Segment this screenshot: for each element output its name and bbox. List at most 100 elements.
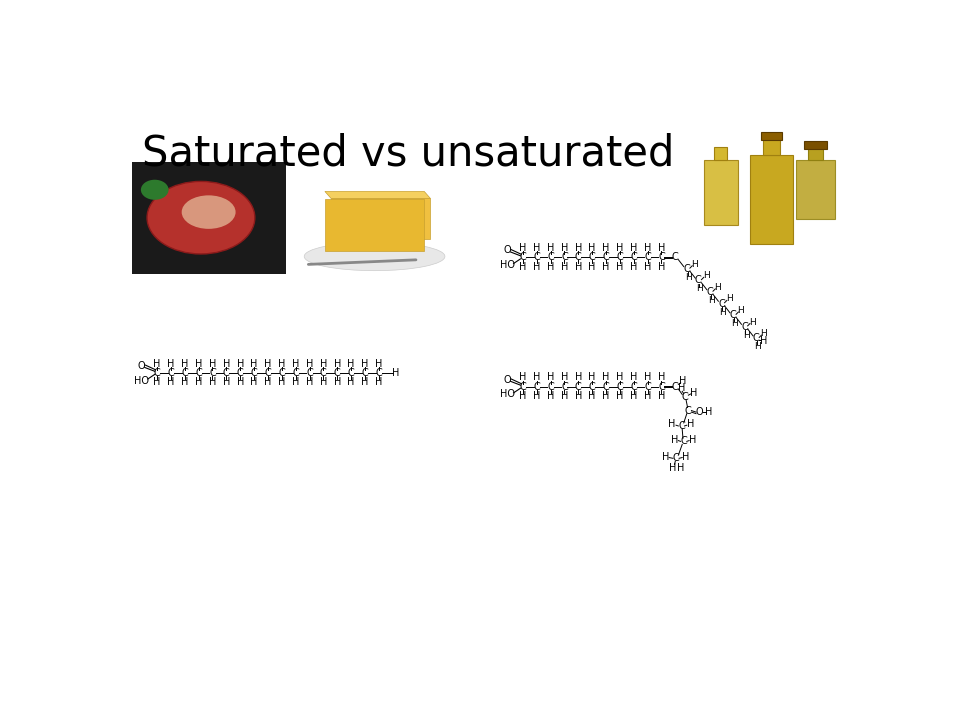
Text: H: H <box>630 391 637 401</box>
Text: C: C <box>362 368 369 378</box>
Text: C: C <box>575 382 582 392</box>
Text: H: H <box>658 391 665 401</box>
Text: C: C <box>678 421 684 431</box>
Text: C: C <box>672 252 679 262</box>
Text: C: C <box>534 382 540 392</box>
Text: H: H <box>533 243 540 253</box>
Text: C: C <box>519 252 526 262</box>
Text: C: C <box>631 382 637 392</box>
Text: H: H <box>588 243 596 253</box>
Text: H: H <box>292 377 300 387</box>
Text: C: C <box>730 310 736 320</box>
Text: H: H <box>644 261 651 271</box>
Text: HO: HO <box>500 390 515 400</box>
Bar <box>132 162 286 274</box>
Text: H: H <box>519 372 526 382</box>
Text: H: H <box>669 462 677 472</box>
Text: C: C <box>561 252 567 262</box>
Bar <box>804 141 827 149</box>
Text: H: H <box>361 377 369 387</box>
Bar <box>796 160 834 219</box>
Text: H: H <box>533 391 540 401</box>
Text: H: H <box>181 359 188 369</box>
Text: C: C <box>561 382 567 392</box>
Text: H: H <box>658 261 665 271</box>
Text: H: H <box>292 359 300 369</box>
Text: H: H <box>668 420 676 429</box>
Text: H: H <box>644 391 651 401</box>
Text: H: H <box>703 271 709 280</box>
Text: H: H <box>519 243 526 253</box>
Bar <box>714 148 728 161</box>
Text: C: C <box>741 322 748 332</box>
Text: H: H <box>251 359 257 369</box>
Text: H: H <box>320 377 327 387</box>
Text: H: H <box>236 377 244 387</box>
Text: H: H <box>685 273 692 282</box>
Text: H: H <box>658 243 665 253</box>
Text: H: H <box>683 451 689 462</box>
Text: H: H <box>749 318 756 326</box>
Text: H: H <box>677 462 684 472</box>
Text: H: H <box>306 359 313 369</box>
Text: H: H <box>706 407 713 417</box>
Text: C: C <box>575 252 582 262</box>
Text: C: C <box>644 252 651 262</box>
Bar <box>331 199 430 239</box>
Text: H: H <box>236 359 244 369</box>
Text: H: H <box>616 261 623 271</box>
Text: H: H <box>755 342 761 351</box>
Bar <box>324 199 424 251</box>
Text: HO: HO <box>134 376 149 385</box>
Text: C: C <box>547 252 554 262</box>
Text: H: H <box>743 330 750 340</box>
Text: H: H <box>588 372 596 382</box>
Text: H: H <box>697 284 704 294</box>
Text: C: C <box>292 368 299 378</box>
Text: H: H <box>154 377 160 387</box>
Text: H: H <box>630 243 637 253</box>
Ellipse shape <box>141 180 169 200</box>
Text: C: C <box>547 382 554 392</box>
Text: H: H <box>348 377 355 387</box>
Text: H: H <box>689 435 697 445</box>
Polygon shape <box>324 192 430 199</box>
Text: H: H <box>209 359 216 369</box>
Text: H: H <box>630 372 637 382</box>
Text: H: H <box>574 261 582 271</box>
Text: O: O <box>504 375 512 384</box>
Text: H: H <box>644 372 651 382</box>
Text: C: C <box>682 392 688 402</box>
Text: H: H <box>760 329 767 338</box>
Text: H: H <box>737 306 744 315</box>
Text: HO: HO <box>500 260 515 270</box>
Text: H: H <box>223 359 230 369</box>
Bar <box>750 155 793 244</box>
Text: H: H <box>154 359 160 369</box>
Text: C: C <box>306 368 313 378</box>
Text: C: C <box>237 368 244 378</box>
Text: H: H <box>375 359 382 369</box>
Text: H: H <box>533 261 540 271</box>
Text: H: H <box>588 261 596 271</box>
Text: C: C <box>519 382 526 392</box>
Text: C: C <box>348 368 354 378</box>
Text: C: C <box>658 382 664 392</box>
Text: Saturated vs unsaturated: Saturated vs unsaturated <box>142 132 674 174</box>
Text: H: H <box>602 391 610 401</box>
Text: O: O <box>138 361 146 371</box>
Text: H: H <box>561 391 568 401</box>
Text: H: H <box>574 391 582 401</box>
Text: H: H <box>333 359 341 369</box>
Text: C: C <box>684 264 690 274</box>
Text: H: H <box>574 372 582 382</box>
Bar <box>807 148 823 160</box>
Text: C: C <box>251 368 257 378</box>
Text: C: C <box>603 252 610 262</box>
Text: H: H <box>644 243 651 253</box>
Text: H: H <box>760 336 767 346</box>
Text: H: H <box>547 372 554 382</box>
Text: H: H <box>561 243 568 253</box>
Text: H: H <box>680 376 686 385</box>
Text: C: C <box>672 382 679 392</box>
